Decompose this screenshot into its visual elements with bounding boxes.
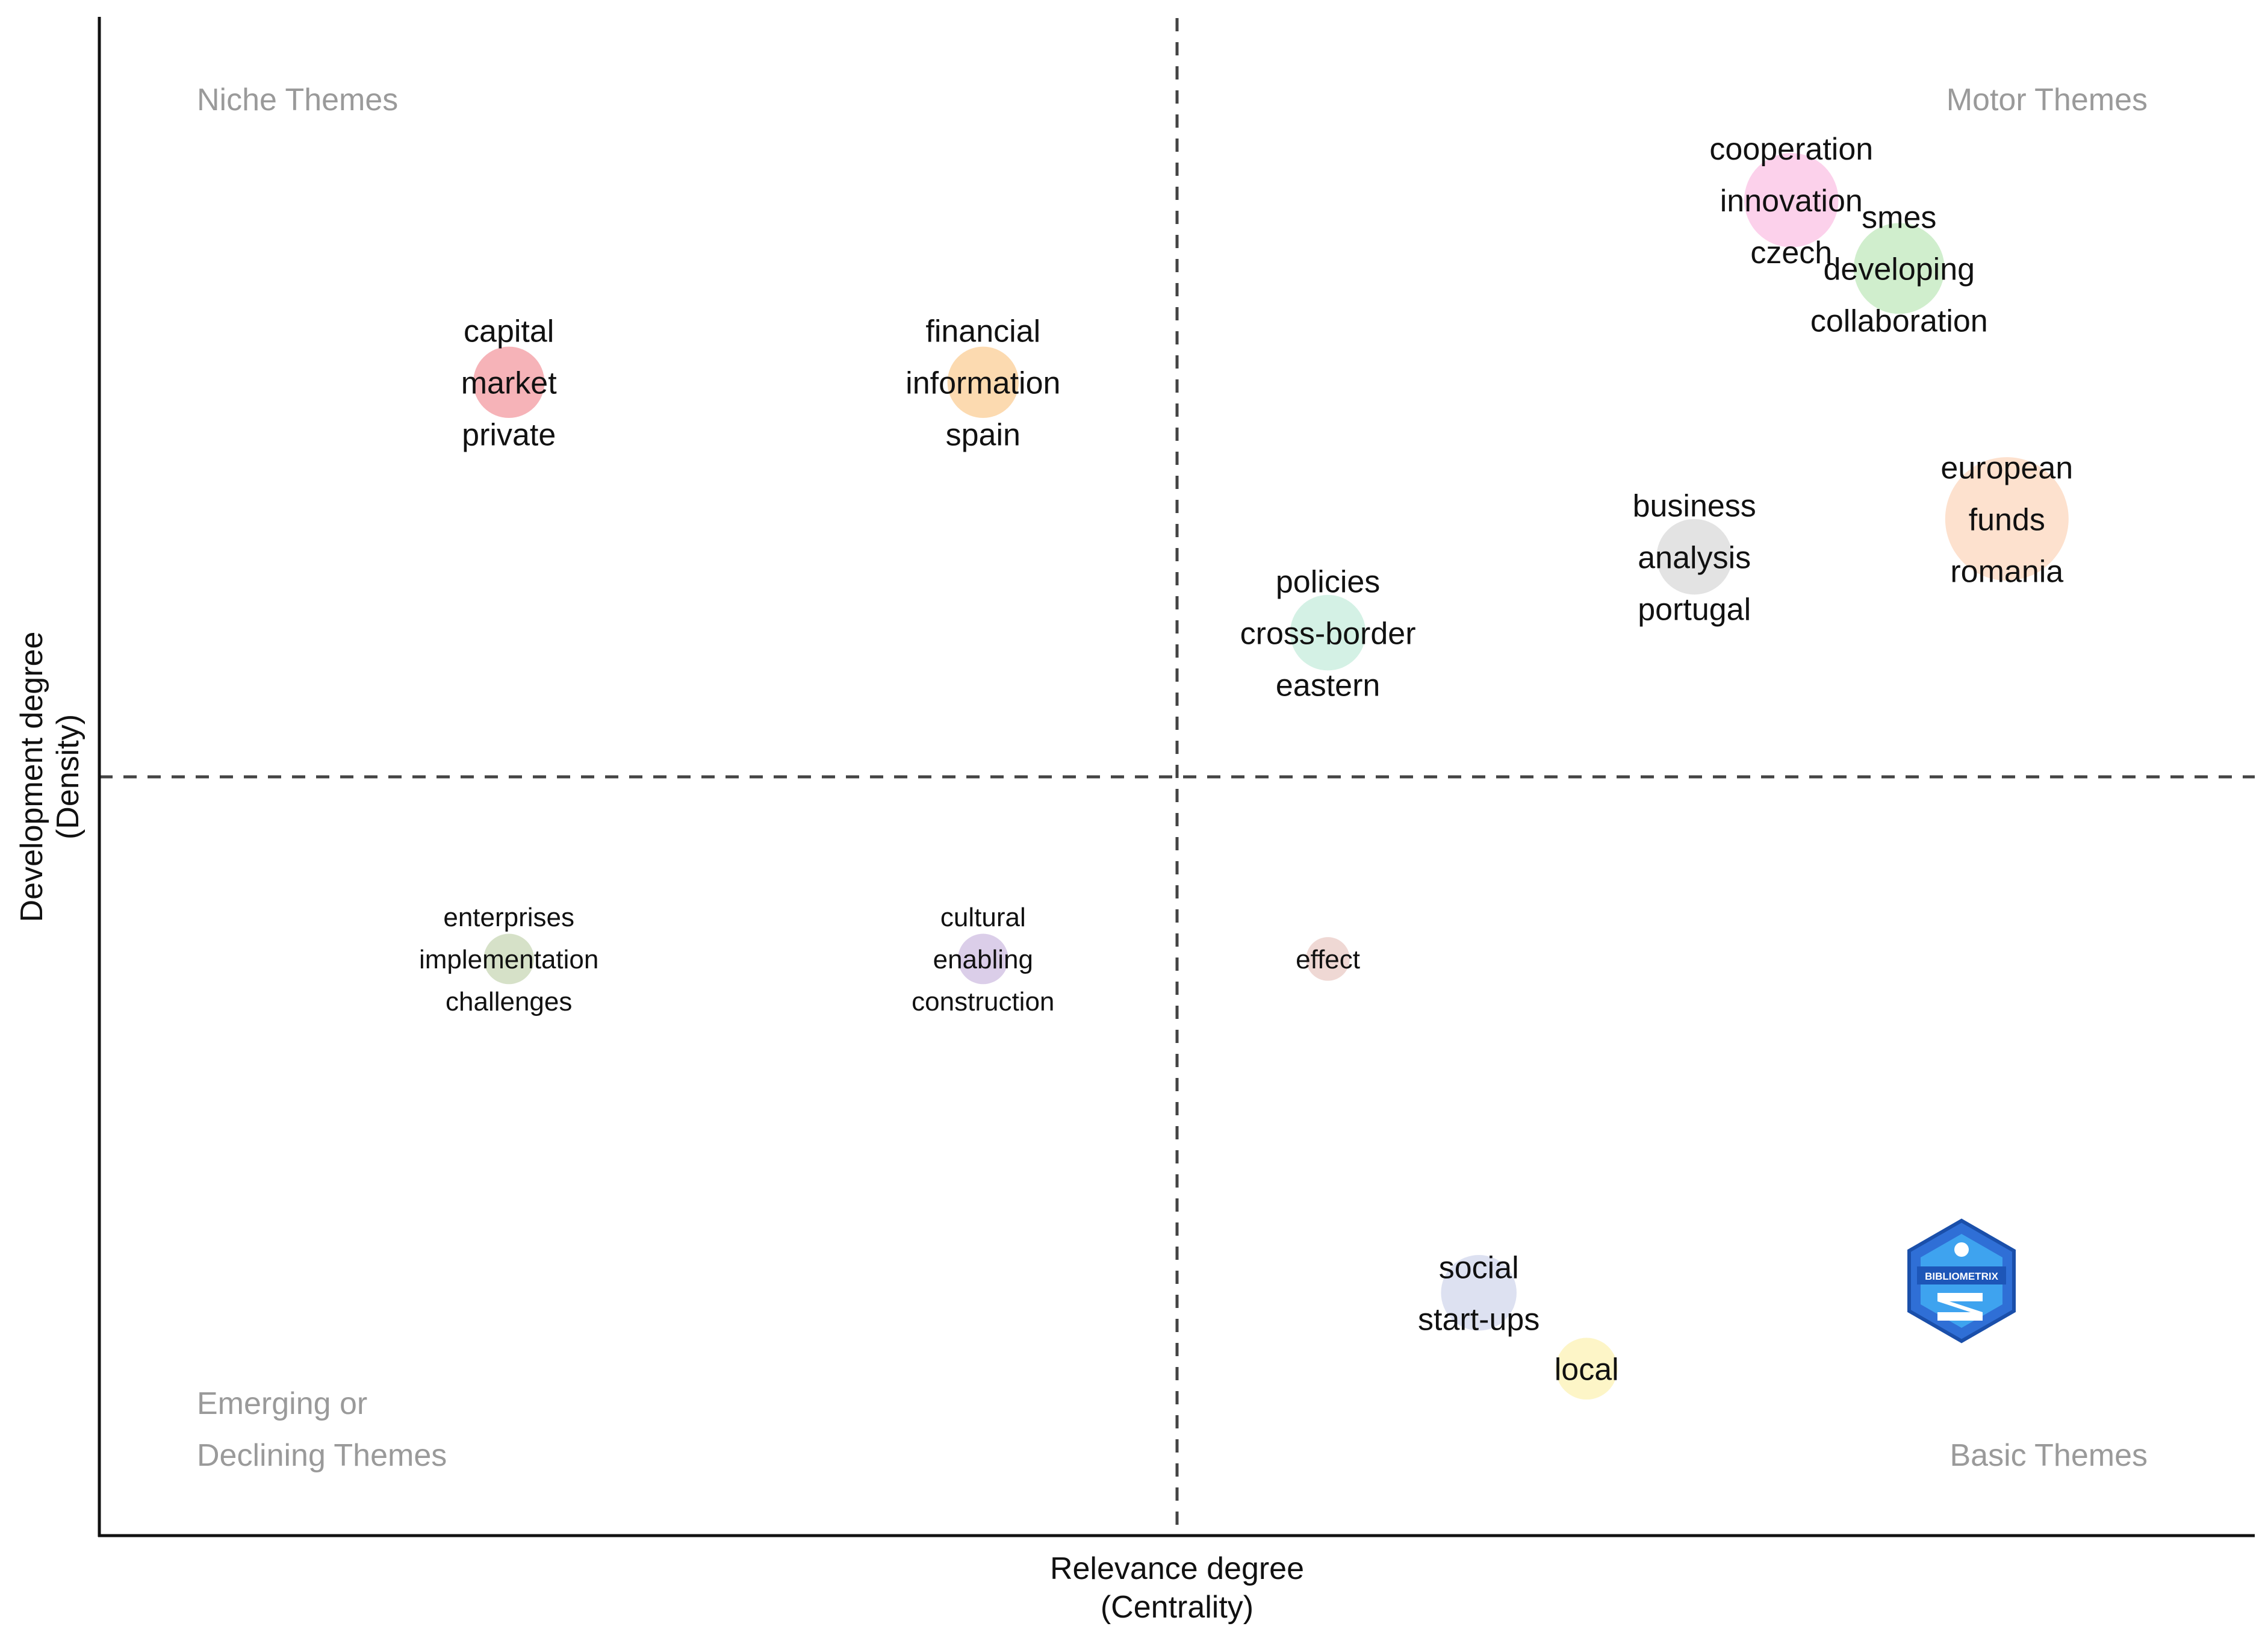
cluster-9-label-3: construction (912, 987, 1054, 1017)
cluster-11-label-1: social (1439, 1251, 1519, 1286)
y-axis-title-line-2: (Density) (51, 714, 85, 839)
y-axis-title-line-1: Development degree (14, 632, 49, 923)
cluster-3-label-1: cooperation (1709, 132, 1873, 167)
cluster-10-label-1: effect (1296, 945, 1360, 974)
cluster-9-label-1: cultural (940, 903, 1026, 932)
cluster-4-label-1: smes (1862, 201, 1936, 235)
quadrant-label-emerging-line-2: Declining Themes (197, 1438, 447, 1473)
cluster-6-label-2: analysis (1638, 540, 1751, 575)
cluster-7-label-1: policies (1276, 564, 1380, 599)
cluster-7-label-2: cross-border (1240, 616, 1416, 651)
x-axis-title-line-2: (Centrality) (1101, 1590, 1254, 1625)
cluster-8-label-3: challenges (446, 987, 572, 1017)
cluster-bubble-3 (1744, 153, 1839, 248)
cluster-5-label-2: funds (1969, 502, 2045, 537)
cluster-1-label-2: market (461, 366, 557, 401)
cluster-6-label-1: business (1633, 488, 1756, 523)
cluster-bubble-10 (1306, 937, 1350, 981)
cluster-4-label-3: collaboration (1810, 304, 1988, 339)
cluster-1-label-3: private (462, 418, 556, 453)
cluster-bubble-9 (957, 933, 1008, 985)
cluster-5-label-3: romania (1950, 554, 2063, 589)
cluster-8-label-1: enterprises (443, 903, 574, 932)
cluster-bubble-7 (1290, 594, 1366, 671)
cluster-bubbles (473, 153, 2069, 1400)
cluster-bubble-2 (947, 346, 1019, 418)
cluster-9-label-2: enabling (933, 945, 1033, 974)
axes: Relevance degree (Centrality) Developmen… (14, 17, 2255, 1625)
cluster-2-label-3: spain (946, 418, 1021, 453)
quadrant-divider-layer (99, 18, 2255, 1536)
cluster-bubble-4 (1853, 223, 1945, 314)
quadrant-label-basic: Basic Themes (1950, 1438, 2148, 1473)
cluster-bubble-8 (483, 933, 535, 985)
quadrant-labels: Niche Themes Motor Themes Emerging or De… (197, 83, 2148, 1473)
cluster-1-label-1: capital (464, 314, 554, 349)
cluster-3-label-2: innovation (1720, 184, 1863, 219)
cluster-5-label-1: european (1940, 450, 2073, 485)
cluster-6-label-3: portugal (1638, 592, 1751, 627)
cluster-2-label-1: financial (925, 314, 1040, 349)
cluster-3-label-3: czech (1750, 235, 1832, 270)
cluster-7-label-3: eastern (1276, 668, 1380, 703)
cluster-4-label-2: developing (1824, 252, 1975, 287)
cluster-bubble-6 (1656, 518, 1732, 595)
logo-text: BIBLIOMETRIX (1925, 1271, 1998, 1282)
cluster-8-label-2: implementation (419, 945, 598, 974)
quadrant-label-niche: Niche Themes (197, 83, 398, 117)
x-axis-title-line-1: Relevance degree (1050, 1551, 1304, 1586)
cluster-bubble-12 (1555, 1337, 1618, 1400)
cluster-2-label-2: information (906, 366, 1060, 401)
quadrant-label-motor: Motor Themes (1946, 83, 2148, 117)
cluster-bubble-1 (473, 346, 545, 418)
cluster-bubble-11 (1441, 1255, 1517, 1331)
cluster-labels: capital market private financial information… (419, 132, 2073, 1387)
bibliometrix-logo: BIBLIOMETRIX (1907, 1218, 2016, 1344)
cluster-11-label-2: start-ups (1418, 1303, 1539, 1337)
cluster-12-label-1: local (1555, 1353, 1619, 1387)
cluster-bubble-5 (1945, 457, 2069, 581)
quadrant-label-emerging-line-1: Emerging or (197, 1386, 367, 1421)
